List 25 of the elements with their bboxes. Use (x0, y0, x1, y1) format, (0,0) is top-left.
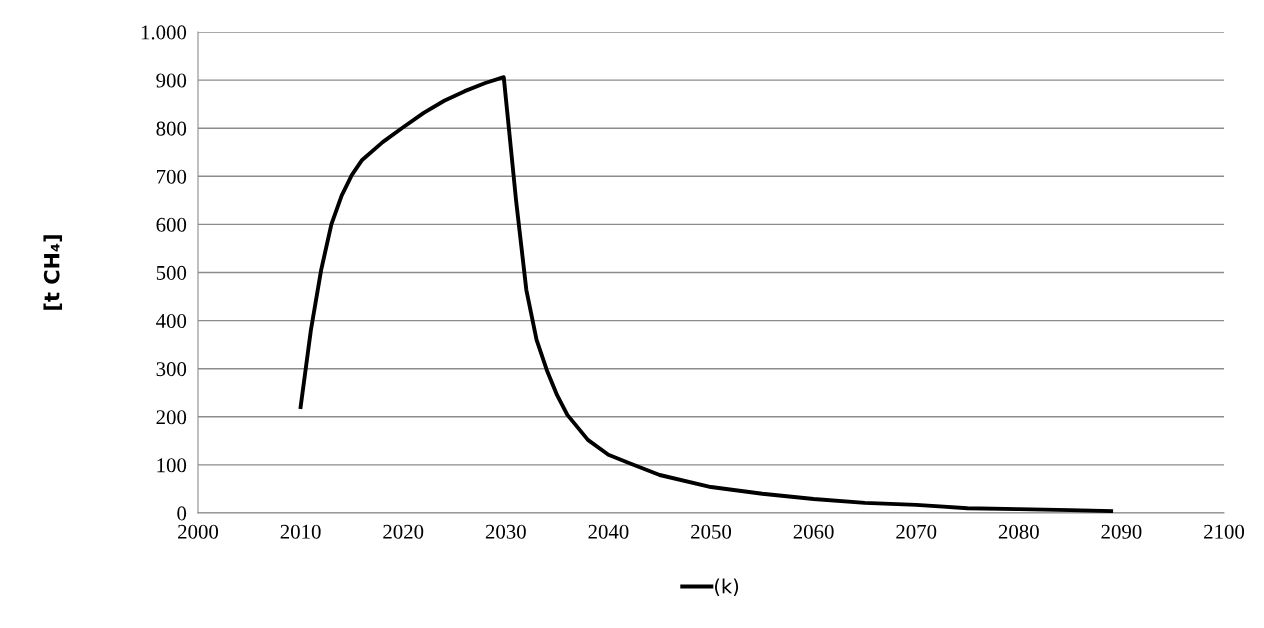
legend-label: (k) (715, 578, 739, 596)
x-tick-label: 2040 (588, 524, 629, 539)
y-tick-label: 900 (156, 73, 187, 88)
y-tick-label: 0 (177, 506, 187, 521)
y-tick-label: 100 (157, 458, 187, 473)
y-tick-label: 400 (156, 313, 187, 329)
y-tick-label: 500 (156, 265, 187, 280)
x-tick-label: 2100 (1204, 524, 1245, 539)
y-tick-label: 800 (156, 121, 187, 136)
y-tick-label: 700 (157, 169, 187, 184)
y-tick-label: 600 (156, 217, 187, 232)
x-tick-label: 2050 (691, 524, 732, 539)
y-tick-label: 1.000 (141, 25, 187, 40)
x-tick-label: 2030 (485, 524, 526, 539)
x-tick-label: 2020 (383, 524, 424, 539)
x-tick-label: 2070 (896, 524, 937, 539)
y-axis-title: [t CH₄] (43, 235, 63, 310)
x-tick-label: 2060 (793, 524, 834, 539)
x-tick-label: 2090 (1101, 524, 1142, 539)
line-series (298, 75, 1114, 513)
x-tick-label: 2010 (280, 524, 321, 539)
x-tick-label: 2000 (178, 524, 219, 539)
y-tick-label: 300 (156, 362, 187, 377)
y-tick-label: 200 (156, 410, 187, 425)
x-tick-label: 2080 (998, 524, 1039, 539)
